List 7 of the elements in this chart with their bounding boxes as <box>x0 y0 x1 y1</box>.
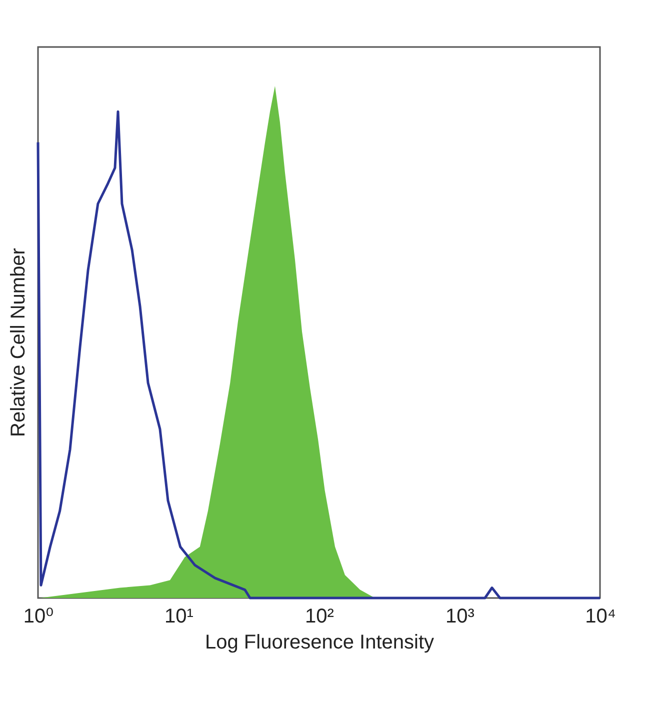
x-tick-label: 10⁴ <box>585 606 616 628</box>
x-tick-label: 10³ <box>446 606 475 628</box>
x-axis-title: Log Fluoresence Intensity <box>204 632 434 654</box>
y-axis-title: Relative Cell Number <box>8 248 30 437</box>
x-tick-label: 10¹ <box>164 606 194 628</box>
x-tick-label: 10⁰ <box>23 606 54 628</box>
x-tick-label: 10² <box>305 606 334 628</box>
